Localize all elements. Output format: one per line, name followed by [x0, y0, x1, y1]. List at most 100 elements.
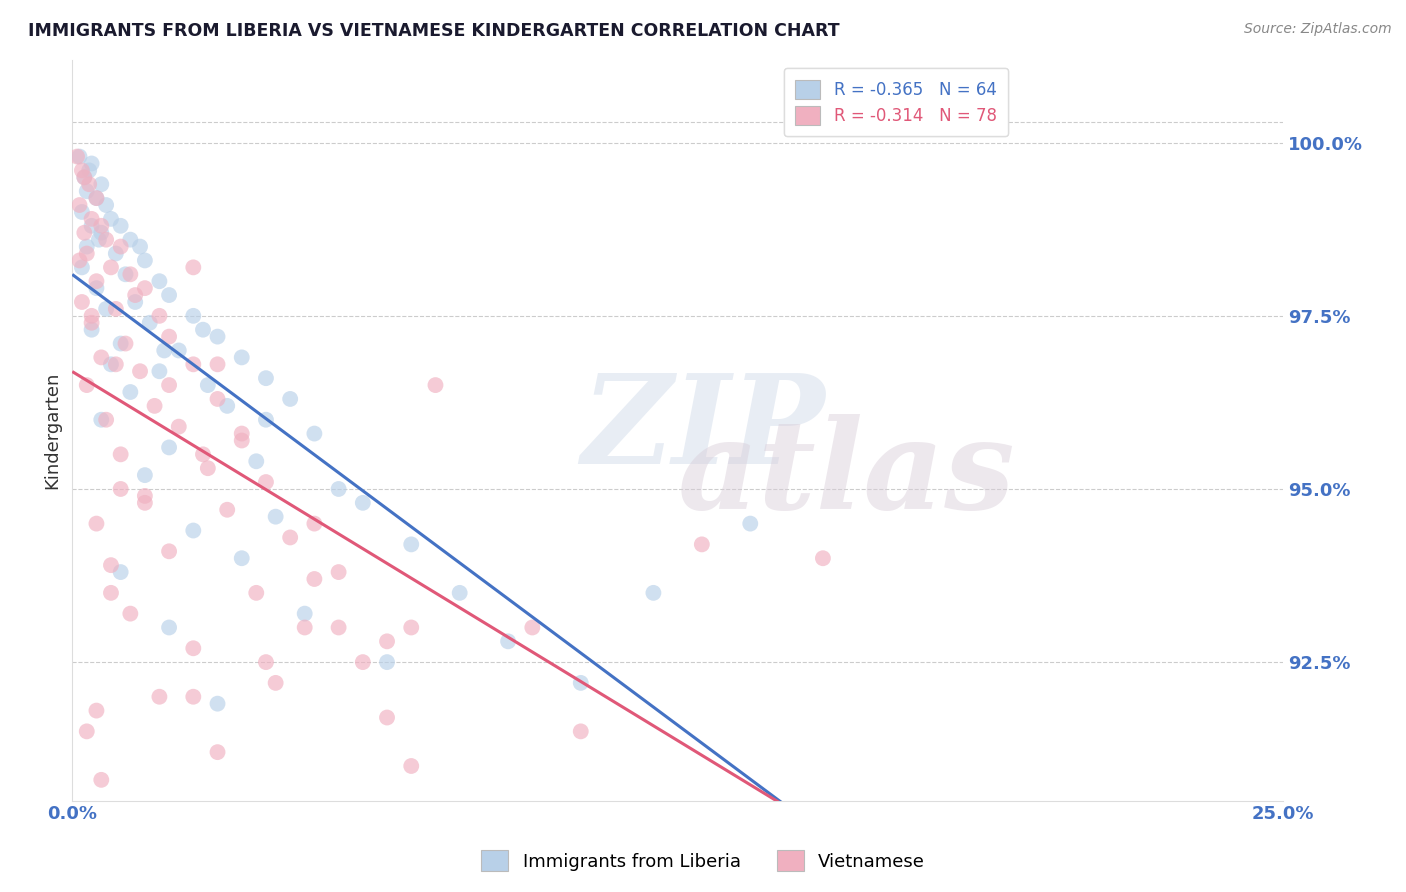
Point [217, 399, 239, 413]
Point [120, 384, 142, 399]
Point [690, 537, 713, 551]
Point [124, 288, 146, 302]
Point [157, 441, 180, 455]
Point [120, 233, 142, 247]
Point [66, 150, 89, 164]
Point [80, 316, 103, 330]
Point [375, 710, 398, 724]
Point [254, 413, 277, 427]
Point [110, 239, 132, 253]
Point [304, 516, 326, 531]
Point [86, 281, 108, 295]
Point [399, 620, 422, 634]
Point [181, 524, 204, 538]
Point [352, 496, 374, 510]
Point [76, 184, 98, 198]
Point [231, 551, 253, 566]
Point [100, 586, 122, 600]
Point [70, 295, 93, 310]
Point [114, 267, 136, 281]
Point [148, 364, 170, 378]
Point [104, 301, 127, 316]
Point [167, 343, 190, 358]
Point [254, 475, 277, 489]
Point [254, 655, 277, 669]
Point [207, 697, 229, 711]
Point [120, 267, 142, 281]
Point [157, 378, 180, 392]
Point [110, 565, 132, 579]
Point [90, 772, 112, 787]
Point [399, 537, 422, 551]
Point [87, 233, 110, 247]
Y-axis label: Kindergarten: Kindergarten [44, 371, 60, 489]
Point [207, 329, 229, 343]
Point [70, 163, 93, 178]
Point [138, 316, 160, 330]
Point [245, 586, 267, 600]
Point [73, 170, 96, 185]
Point [264, 509, 287, 524]
Point [207, 357, 229, 371]
Point [124, 295, 146, 310]
Point [73, 226, 96, 240]
Point [375, 655, 398, 669]
Point [80, 309, 103, 323]
Point [134, 468, 156, 483]
Point [94, 301, 117, 316]
Point [375, 634, 398, 648]
Point [740, 516, 762, 531]
Point [328, 482, 350, 496]
Point [110, 336, 132, 351]
Point [304, 572, 326, 586]
Point [76, 246, 98, 260]
Point [278, 531, 301, 545]
Point [86, 274, 108, 288]
Point [245, 454, 267, 468]
Point [80, 156, 103, 170]
Point [86, 191, 108, 205]
Point [110, 447, 132, 461]
Point [76, 724, 98, 739]
Point [134, 489, 156, 503]
Point [148, 309, 170, 323]
Point [231, 426, 253, 441]
Point [134, 281, 156, 295]
Point [264, 676, 287, 690]
Point [94, 413, 117, 427]
Point [90, 413, 112, 427]
Point [148, 274, 170, 288]
Point [449, 586, 471, 600]
Point [569, 676, 592, 690]
Point [90, 351, 112, 365]
Point [90, 219, 112, 233]
Point [181, 690, 204, 704]
Point [70, 205, 93, 219]
Point [811, 551, 834, 566]
Text: Source: ZipAtlas.com: Source: ZipAtlas.com [1244, 22, 1392, 37]
Point [522, 620, 544, 634]
Point [80, 211, 103, 226]
Point [80, 219, 103, 233]
Point [76, 239, 98, 253]
Point [425, 378, 447, 392]
Point [69, 198, 91, 212]
Point [70, 260, 93, 275]
Point [86, 704, 108, 718]
Point [294, 620, 316, 634]
Point [94, 233, 117, 247]
Point [86, 191, 108, 205]
Point [197, 461, 219, 475]
Point [148, 690, 170, 704]
Point [110, 482, 132, 496]
Point [157, 544, 180, 558]
Point [191, 447, 214, 461]
Point [181, 309, 204, 323]
Point [104, 357, 127, 371]
Point [278, 392, 301, 406]
Point [197, 378, 219, 392]
Point [167, 419, 190, 434]
Point [76, 378, 98, 392]
Point [143, 399, 166, 413]
Point [94, 198, 117, 212]
